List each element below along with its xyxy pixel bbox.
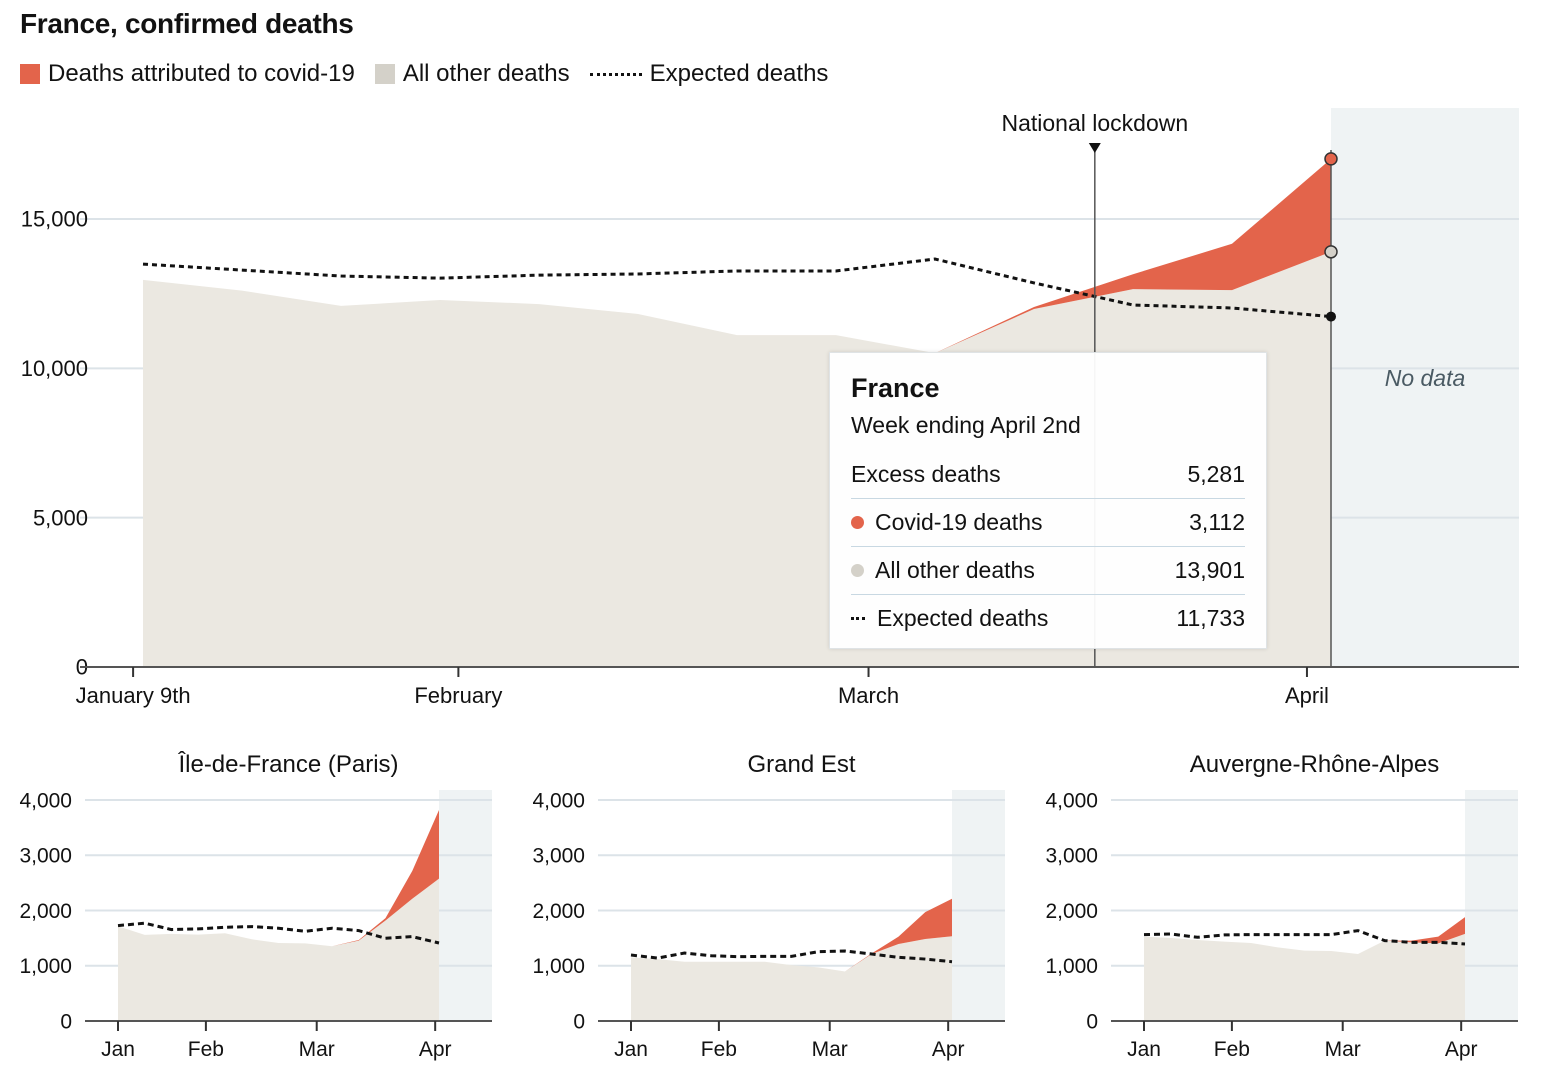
chart-title: France, confirmed deaths	[20, 8, 354, 39]
tooltip-label: Covid-19 deaths	[875, 509, 1043, 535]
no-data-region	[1331, 108, 1519, 667]
legend-swatch-expected	[589, 72, 642, 76]
no-data-region	[1465, 790, 1518, 1021]
y-tick-label: 10,000	[21, 356, 88, 381]
tooltip-value: 13,901	[1174, 557, 1245, 583]
other-dot-icon	[851, 564, 864, 577]
y-tick-label: 2,000	[1045, 900, 1098, 923]
y-tick-label: 0	[60, 1010, 72, 1033]
tooltip-subtitle: Week ending April 2nd	[851, 412, 1081, 438]
y-tick-label: 2,000	[19, 900, 72, 923]
small-chart-title: Île-de-France (Paris)	[177, 751, 398, 778]
y-tick-label: 1,000	[19, 955, 72, 978]
x-tick-label: Apr	[932, 1038, 965, 1061]
x-tick-label: January 9th	[76, 683, 191, 708]
other-deaths-area	[1144, 933, 1465, 1021]
legend: Deaths attributed to covid-19 All other …	[20, 60, 848, 88]
x-tick-label: Feb	[701, 1038, 737, 1061]
lockdown-label: National lockdown	[1001, 110, 1188, 136]
expected-deaths-line	[142, 257, 1332, 319]
tooltip-value: 11,733	[1176, 605, 1245, 631]
tooltip: France Week ending April 2nd Excess deat…	[829, 352, 1267, 649]
x-tick-label: Feb	[188, 1038, 224, 1061]
y-tick-label: 0	[1086, 1010, 1098, 1033]
no-data-region	[439, 790, 492, 1021]
expected-deaths-line	[630, 949, 953, 964]
small-chart-title: Grand Est	[747, 751, 855, 778]
x-tick-label: Jan	[1127, 1038, 1161, 1061]
x-tick-label: Apr	[419, 1038, 452, 1061]
other-deaths-area	[631, 936, 952, 1021]
y-tick-label: 3,000	[1045, 845, 1098, 868]
x-tick-label: Feb	[1214, 1038, 1250, 1061]
legend-label: Expected deaths	[649, 60, 829, 87]
x-tick-label: Jan	[101, 1038, 135, 1061]
hover-point-covid	[1324, 152, 1338, 166]
expected-deaths-line	[1143, 929, 1466, 946]
no-data-label: No data	[1385, 365, 1466, 391]
y-tick-label: 1,000	[1045, 955, 1098, 978]
x-tick-label: April	[1285, 683, 1329, 708]
tooltip-row-expected: Expected deaths 11,733	[851, 595, 1245, 642]
x-tick-label: Mar	[812, 1038, 848, 1061]
tooltip-label: Expected deaths	[877, 605, 1049, 631]
y-tick-label: 15,000	[21, 207, 88, 232]
tooltip-row-other: All other deaths 13,901	[851, 547, 1245, 595]
no-data-region	[952, 790, 1005, 1021]
hover-point-expected	[1326, 311, 1336, 322]
y-tick-label: 4,000	[1045, 789, 1098, 812]
y-tick-label: 1,000	[532, 955, 585, 978]
other-deaths-area	[118, 878, 439, 1021]
dotted-line-icon	[851, 617, 865, 620]
y-tick-label: 0	[573, 1010, 585, 1033]
x-tick-label: March	[838, 683, 899, 708]
tooltip-row-excess: Excess deaths 5,281	[851, 451, 1245, 499]
legend-label: All other deaths	[402, 60, 570, 87]
legend-label: Deaths attributed to covid-19	[48, 60, 355, 87]
covid-dot-icon	[851, 516, 864, 529]
hover-point-other	[1324, 245, 1338, 259]
x-tick-label: Mar	[299, 1038, 335, 1061]
x-tick-label: Apr	[1445, 1038, 1478, 1061]
tooltip-row-covid: Covid-19 deaths 3,112	[851, 499, 1245, 547]
x-tick-label: Jan	[614, 1038, 648, 1061]
tooltip-value: 5,281	[1187, 461, 1245, 487]
legend-item-expected: Expected deaths	[589, 60, 829, 88]
tooltip-label: Excess deaths	[851, 461, 1001, 487]
small-chart-title: Auvergne-Rhône-Alpes	[1190, 751, 1439, 778]
lockdown-marker-icon	[1088, 143, 1101, 153]
y-tick-label: 4,000	[19, 789, 72, 812]
y-tick-label: 4,000	[532, 789, 585, 812]
legend-swatch-covid	[20, 64, 40, 84]
y-tick-label: 3,000	[532, 845, 585, 868]
legend-swatch-other	[374, 64, 395, 84]
tooltip-label: All other deaths	[875, 557, 1035, 583]
y-tick-label: 2,000	[532, 900, 585, 923]
x-tick-label: February	[414, 683, 502, 708]
y-tick-label: 5,000	[33, 505, 88, 530]
legend-item-other: All other deaths	[374, 60, 570, 88]
tooltip-value: 3,112	[1189, 509, 1245, 535]
expected-deaths-line	[117, 921, 440, 945]
y-tick-label: 3,000	[19, 845, 72, 868]
x-tick-label: Mar	[1325, 1038, 1361, 1061]
tooltip-title: France	[851, 373, 940, 403]
legend-item-covid: Deaths attributed to covid-19	[20, 60, 355, 88]
